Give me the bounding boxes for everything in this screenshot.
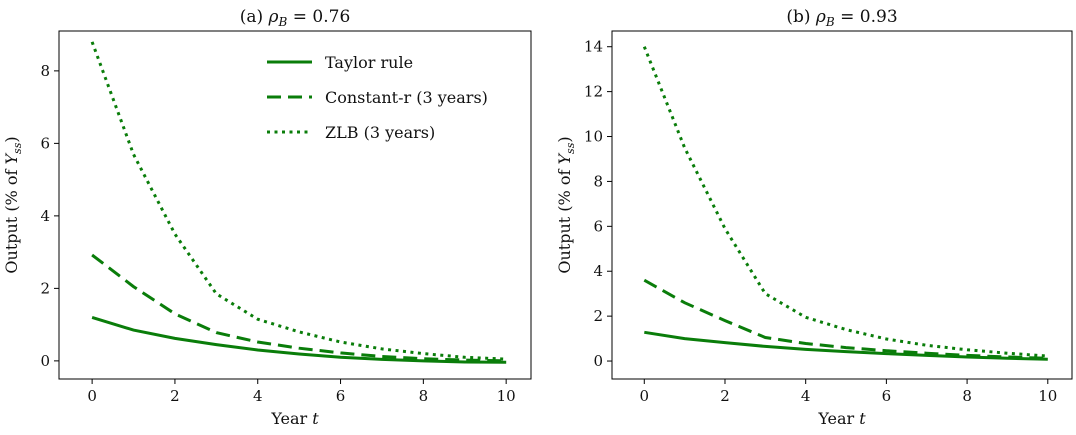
panel-b: 0 2 4 6 8 10 0 2 4 6 8 10 12 14 (b) ρB = 0.93 Year t Out… xyxy=(555,7,1073,428)
y-tick-label: 4 xyxy=(593,262,603,280)
title-prefix: (b) xyxy=(786,7,816,27)
legend-label: Taylor rule xyxy=(325,53,413,72)
x-tick-label: 2 xyxy=(720,387,730,405)
chart-title: (b) ρB = 0.93 xyxy=(786,7,897,29)
y-tick-label: 12 xyxy=(584,83,603,101)
x-tick-label: 6 xyxy=(882,387,892,405)
y-tick-label: 0 xyxy=(593,352,603,370)
ylabel-text: Output (% of xyxy=(2,165,21,274)
x-tick-label: 6 xyxy=(336,387,346,405)
x-axis-label: Year t xyxy=(817,409,866,428)
plot-frame xyxy=(611,30,1073,380)
title-symbol: ρ xyxy=(268,7,279,27)
title-subscript: B xyxy=(825,15,835,29)
y-tick-label: 2 xyxy=(40,279,50,297)
y-tick-label: 4 xyxy=(40,207,50,225)
xlabel-text: Year xyxy=(817,409,859,428)
ylabel-suffix: ) xyxy=(555,136,574,142)
y-axis-label: Output (% of Yss) xyxy=(555,136,577,273)
xlabel-variable: t xyxy=(312,409,319,428)
x-tick-label: 4 xyxy=(801,387,811,405)
y-tick-label: 10 xyxy=(584,128,603,146)
series-line-solid xyxy=(91,315,507,364)
xlabel-text: Year xyxy=(270,409,312,428)
x-tick-label: 8 xyxy=(962,387,972,405)
ylabel-variable: Y xyxy=(555,153,574,165)
x-tick-label: 2 xyxy=(170,387,180,405)
x-tick-label: 0 xyxy=(640,387,650,405)
x-tick-label: 10 xyxy=(497,387,516,405)
y-tick-label: 0 xyxy=(40,352,50,370)
legend-label: ZLB (3 years) xyxy=(325,123,435,142)
ylabel-subscript: ss xyxy=(564,142,577,154)
chart-title: (a) ρB = 0.76 xyxy=(240,7,351,29)
title-value: = 0.76 xyxy=(287,7,350,27)
x-axis-label: Year t xyxy=(270,409,319,428)
series-line-dashed xyxy=(91,253,507,363)
xlabel-variable: t xyxy=(859,409,866,428)
ylabel-suffix: ) xyxy=(2,136,21,142)
ylabel-variable: Y xyxy=(2,153,21,165)
x-tick-label: 0 xyxy=(87,387,97,405)
y-tick-label: 8 xyxy=(40,62,50,80)
y-tick-label: 2 xyxy=(593,307,603,325)
y-tick-label: 14 xyxy=(584,38,603,56)
title-subscript: B xyxy=(278,15,288,29)
y-axis-label: Output (% of Yss) xyxy=(2,136,24,273)
y-tick-label: 6 xyxy=(40,134,50,152)
series-line-dashed xyxy=(643,278,1048,360)
title-symbol: ρ xyxy=(815,7,826,27)
plot-frame xyxy=(58,30,532,380)
y-tick-label: 6 xyxy=(593,217,603,235)
x-tick-label: 8 xyxy=(419,387,429,405)
legend-label: Constant-r (3 years) xyxy=(325,88,488,107)
title-prefix: (a) xyxy=(240,7,269,27)
ylabel-subscript: ss xyxy=(11,142,24,154)
title-value: = 0.93 xyxy=(835,7,898,27)
x-tick-label: 10 xyxy=(1038,387,1057,405)
x-tick-label: 4 xyxy=(253,387,263,405)
ylabel-text: Output (% of xyxy=(555,165,574,274)
series-line-dotted xyxy=(642,46,1048,358)
y-tick-label: 8 xyxy=(593,172,603,190)
panel-a: 0 2 4 6 8 10 0 2 4 6 8 (a) ρB = 0.76 Year t Output (%… xyxy=(2,7,532,428)
series-line-solid xyxy=(644,330,1048,361)
